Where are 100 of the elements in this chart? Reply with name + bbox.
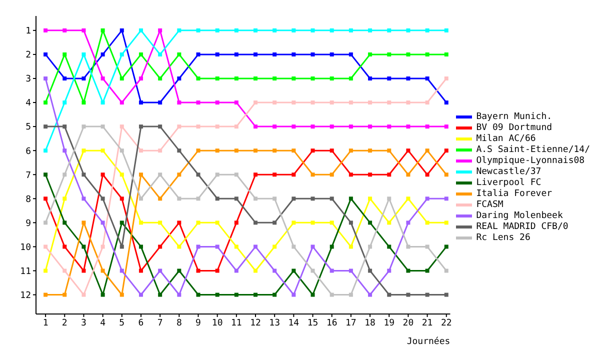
point xyxy=(177,244,182,249)
point xyxy=(158,76,162,80)
point xyxy=(120,268,124,273)
point xyxy=(406,220,410,225)
x-tick-label: 13 xyxy=(269,318,280,328)
point xyxy=(348,52,353,56)
point xyxy=(292,76,296,80)
y-tick-label: 9 xyxy=(26,218,31,229)
point xyxy=(44,148,48,153)
point xyxy=(254,220,258,225)
point xyxy=(368,196,372,201)
point xyxy=(425,148,430,153)
point xyxy=(348,124,353,129)
point xyxy=(292,148,296,153)
point xyxy=(272,76,277,80)
point xyxy=(215,244,220,249)
point xyxy=(272,292,277,297)
point xyxy=(234,172,238,177)
x-tick-label: 16 xyxy=(326,318,338,328)
point xyxy=(425,244,430,249)
point xyxy=(310,124,315,129)
point xyxy=(234,76,238,80)
point xyxy=(406,148,410,153)
point xyxy=(348,268,353,273)
point xyxy=(177,76,182,80)
point xyxy=(292,100,296,105)
point xyxy=(348,148,353,153)
point xyxy=(234,268,238,273)
legend-label: Rc Lens 26 xyxy=(476,232,530,242)
x-tick-label: 4 xyxy=(100,318,106,328)
point xyxy=(406,28,410,32)
point xyxy=(272,100,277,105)
point xyxy=(138,52,143,56)
point xyxy=(100,268,105,273)
point xyxy=(348,172,353,177)
point xyxy=(310,220,315,225)
x-tick-label: 9 xyxy=(196,318,201,328)
point xyxy=(272,52,277,56)
point xyxy=(82,148,86,153)
point xyxy=(254,196,258,201)
point xyxy=(177,172,182,177)
point xyxy=(138,148,143,153)
point xyxy=(387,76,392,80)
point xyxy=(44,52,48,56)
point xyxy=(82,76,86,80)
point xyxy=(196,292,200,297)
point xyxy=(158,196,162,201)
point xyxy=(348,28,353,32)
point xyxy=(425,172,430,177)
point xyxy=(254,76,258,80)
point xyxy=(254,28,258,32)
point xyxy=(62,268,67,273)
x-tick-label: 15 xyxy=(307,318,318,328)
point xyxy=(215,148,220,153)
point xyxy=(292,268,296,273)
point xyxy=(406,244,410,249)
x-tick-label: 17 xyxy=(346,318,356,328)
point xyxy=(310,244,315,249)
point xyxy=(158,244,162,249)
point xyxy=(177,148,182,153)
point xyxy=(310,268,315,273)
point xyxy=(62,196,67,201)
y-tick-label: 7 xyxy=(26,170,31,181)
point xyxy=(82,172,86,177)
point xyxy=(330,28,334,32)
point xyxy=(368,244,372,249)
point xyxy=(444,196,448,201)
point xyxy=(348,220,353,225)
point xyxy=(368,148,372,153)
point xyxy=(234,148,238,153)
point xyxy=(100,76,105,80)
point xyxy=(138,268,143,273)
point xyxy=(444,52,448,56)
point xyxy=(120,124,124,129)
point xyxy=(330,52,334,56)
point xyxy=(425,52,430,56)
point xyxy=(310,196,315,201)
point xyxy=(82,268,86,273)
legend-label: BV 09 Dortmund xyxy=(476,122,552,132)
point xyxy=(368,52,372,56)
legend-label: REAL MADRID CFB/0 xyxy=(476,222,568,232)
point xyxy=(120,220,124,225)
point xyxy=(292,172,296,177)
point xyxy=(196,244,200,249)
point xyxy=(272,28,277,32)
legend-label: Bayern Munich. xyxy=(476,112,552,122)
point xyxy=(444,124,448,129)
point xyxy=(44,244,48,249)
point xyxy=(425,196,430,201)
point xyxy=(272,220,277,225)
point xyxy=(406,52,410,56)
point xyxy=(292,196,296,201)
point xyxy=(120,52,124,56)
point xyxy=(196,52,200,56)
point xyxy=(44,100,48,105)
point xyxy=(62,148,67,153)
point xyxy=(310,100,315,105)
point xyxy=(348,244,353,249)
point xyxy=(272,268,277,273)
point xyxy=(234,220,238,225)
